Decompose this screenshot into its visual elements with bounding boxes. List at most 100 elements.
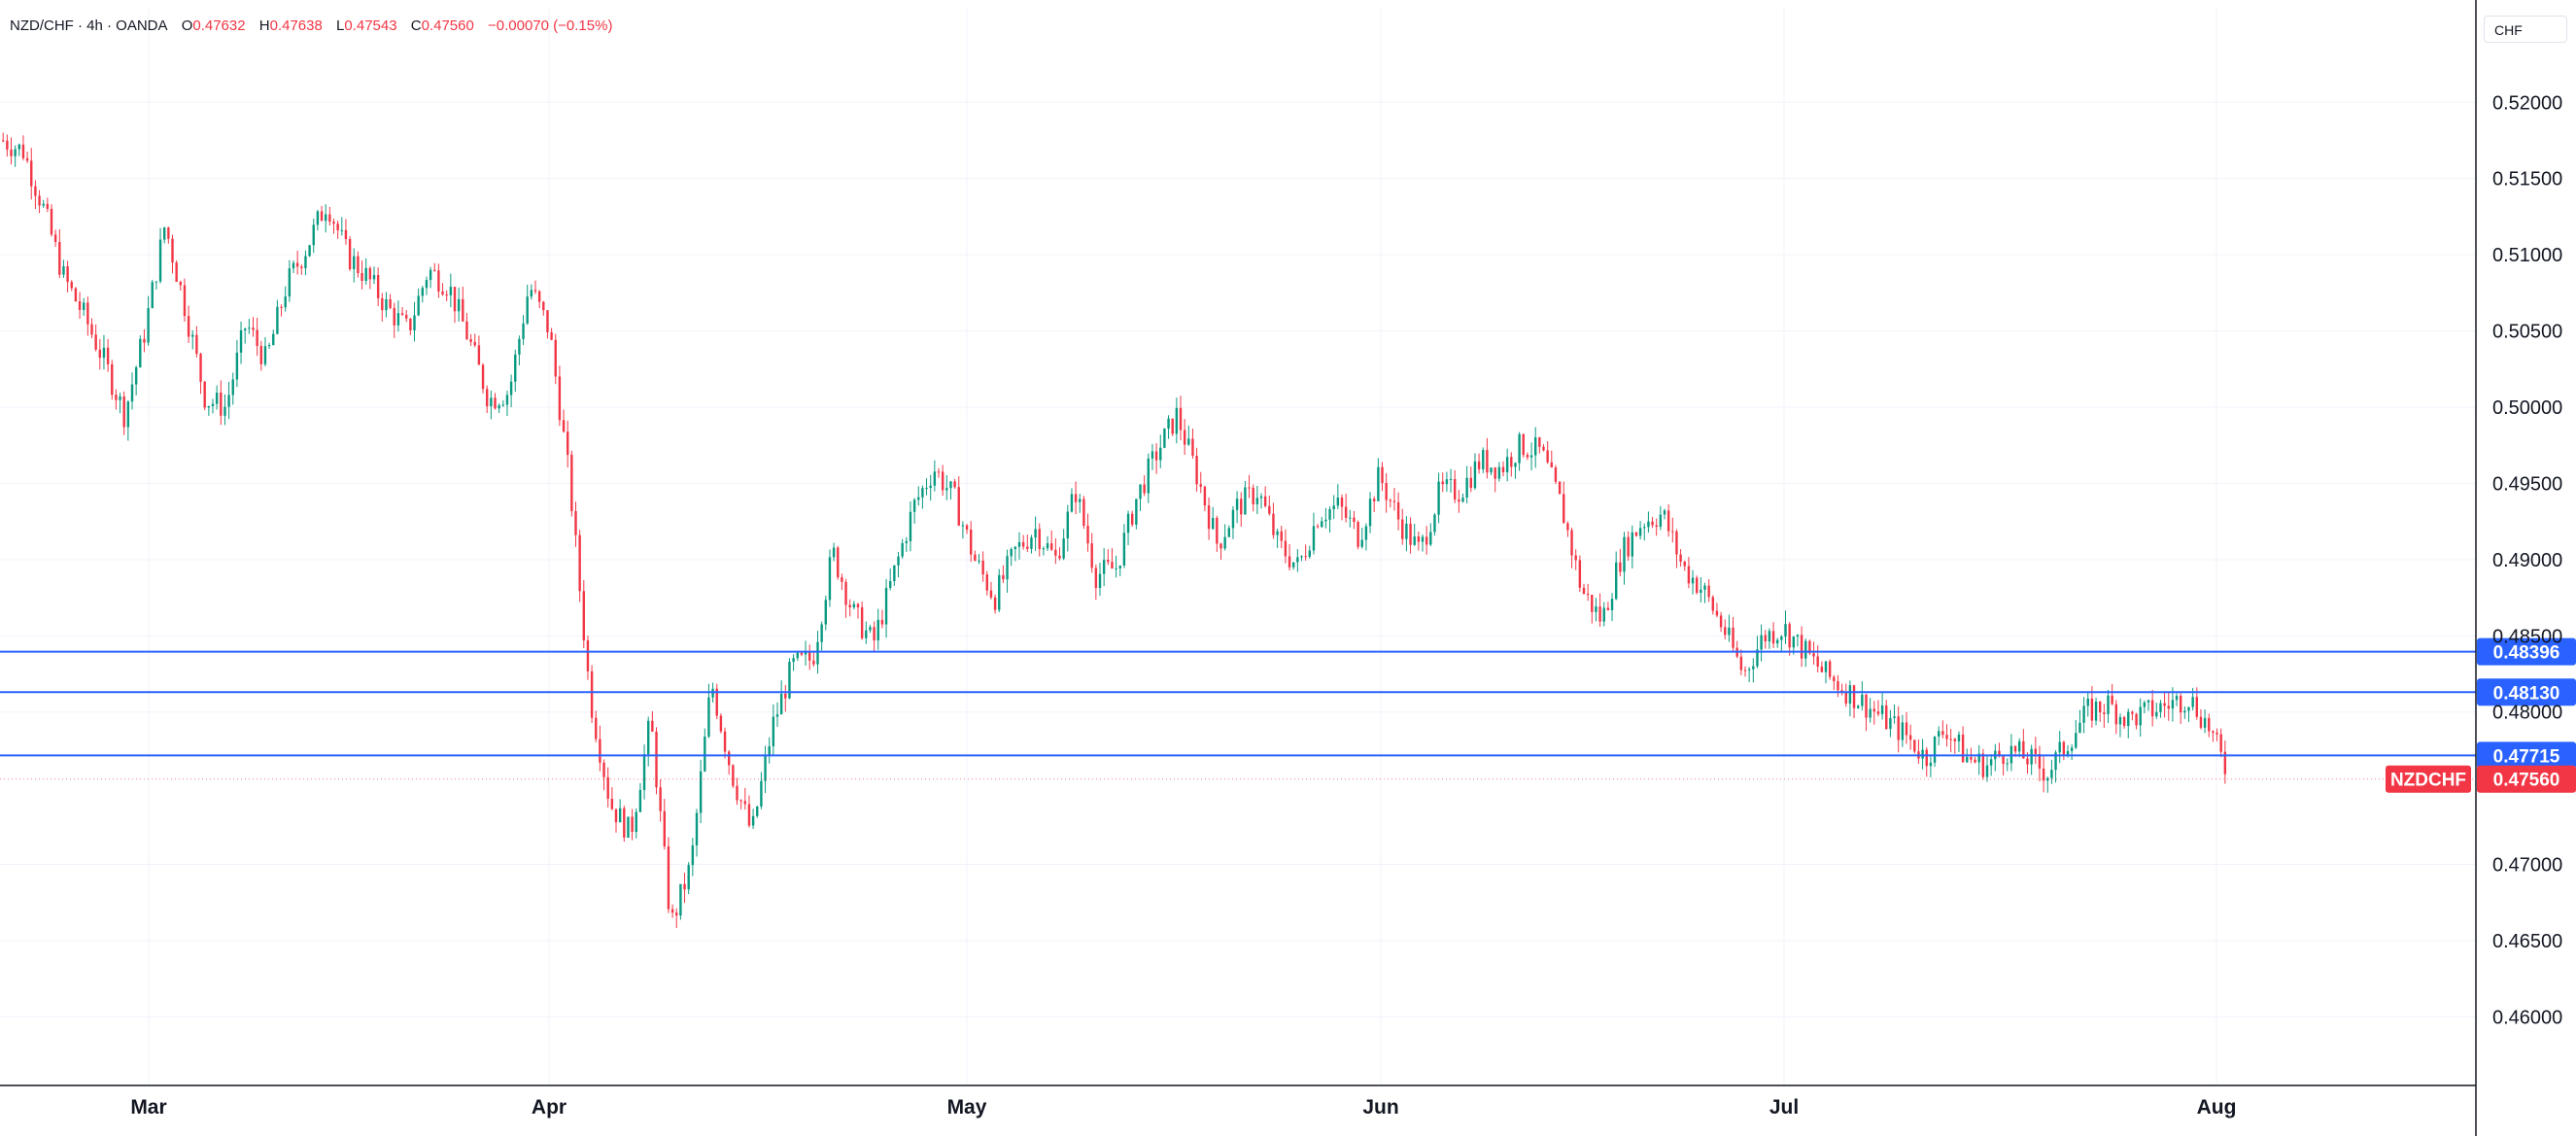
candle-down	[880, 619, 884, 625]
candle-down	[1143, 484, 1146, 494]
candle-down	[1852, 685, 1856, 708]
candle-up	[155, 281, 158, 283]
candle-up	[1167, 418, 1170, 430]
candle-down	[1183, 430, 1186, 445]
candle-down	[1675, 531, 1678, 555]
candle-down	[1707, 585, 1710, 598]
candle-up	[490, 397, 493, 407]
legend-high-value: 0.47638	[269, 17, 323, 34]
candle-up	[1490, 467, 1493, 473]
price-axis-tick: 0.50500	[2492, 322, 2562, 343]
candle-up	[385, 298, 388, 311]
candle-up	[1175, 407, 1179, 434]
candle-down	[586, 639, 590, 671]
candle-up	[1227, 528, 1230, 537]
candle-down	[2114, 704, 2117, 725]
candle-down	[937, 471, 941, 473]
candle-up	[272, 333, 275, 346]
horizontal-line-label-bg	[2477, 741, 2576, 770]
candle-up	[876, 619, 879, 641]
candle-down	[602, 762, 605, 777]
candle-down	[1788, 624, 1791, 648]
horizontal-line-label-bg	[2477, 637, 2576, 666]
candle-up	[2054, 752, 2057, 771]
candle-down	[667, 845, 670, 910]
candle-down	[1696, 577, 1699, 594]
candle-down	[34, 186, 37, 196]
candle-up	[284, 296, 287, 308]
candle-down	[336, 224, 339, 230]
candle-down	[389, 298, 392, 308]
candle-down	[328, 214, 331, 223]
candle-down	[1574, 555, 1577, 561]
candle-up	[1595, 606, 1597, 612]
candle-down	[1207, 505, 1211, 530]
candle-up	[530, 290, 533, 297]
candle-up	[227, 395, 230, 407]
candle-down	[1949, 739, 1952, 740]
candle-up	[1473, 461, 1477, 489]
price-axis-tick: 0.47000	[2492, 855, 2562, 877]
candle-up	[1321, 521, 1323, 528]
candle-down	[1154, 451, 1158, 461]
candle-down	[2103, 712, 2106, 714]
candle-down	[1469, 477, 1472, 489]
candle-up	[638, 789, 642, 812]
candle-down	[1396, 501, 1400, 520]
candle-up	[1638, 528, 1642, 536]
candle-down	[570, 454, 573, 512]
candle-up	[949, 481, 952, 489]
candle-down	[259, 345, 262, 364]
candle-up	[1700, 589, 1702, 594]
candle-up	[1115, 568, 1117, 569]
time-axis-tick: Mar	[130, 1096, 166, 1119]
candle-up	[1235, 499, 1239, 510]
candle-up	[1514, 463, 1517, 467]
candle-down	[6, 140, 9, 150]
candle-down	[533, 290, 537, 292]
candle-down	[941, 471, 945, 491]
candle-up	[292, 262, 295, 269]
candle-down	[2195, 697, 2198, 717]
candle-down	[171, 238, 174, 263]
candle-up	[1461, 498, 1464, 502]
candle-up	[2118, 716, 2122, 725]
candle-down	[856, 603, 860, 608]
candle-down	[494, 397, 497, 409]
candle-up	[760, 780, 763, 807]
candle-down	[50, 208, 53, 235]
candle-up	[1006, 556, 1009, 580]
candle-up	[1792, 637, 1795, 648]
candle-down	[111, 363, 114, 396]
candle-up	[1098, 573, 1102, 589]
candle-down	[1353, 517, 1356, 523]
symbol-tag-bg	[2386, 765, 2471, 793]
legend-low-value: 0.47543	[344, 17, 397, 34]
candle-up	[695, 812, 699, 846]
candle-up	[372, 275, 376, 280]
candle-up	[1880, 705, 1884, 714]
candle-up	[2187, 706, 2190, 711]
candle-up	[998, 574, 1001, 610]
candle-down	[873, 627, 876, 641]
currency-button[interactable]: CHF	[2484, 16, 2567, 43]
candle-down	[1546, 450, 1549, 463]
candle-up	[364, 267, 367, 282]
candle-up	[2086, 698, 2089, 706]
candle-down	[1812, 653, 1815, 657]
candle-down	[175, 262, 178, 283]
candle-up	[1929, 762, 1933, 767]
price-axis-tick: 0.48000	[2492, 703, 2562, 724]
candle-down	[1477, 461, 1481, 469]
candle-up	[618, 808, 622, 823]
candle-down	[122, 396, 125, 428]
candle-down	[368, 267, 372, 280]
candle-down	[1357, 522, 1359, 547]
candle-up	[775, 714, 779, 717]
candle-up	[647, 720, 650, 755]
candle-down	[953, 481, 956, 488]
candle-down	[295, 262, 299, 267]
candle-down	[361, 273, 363, 282]
